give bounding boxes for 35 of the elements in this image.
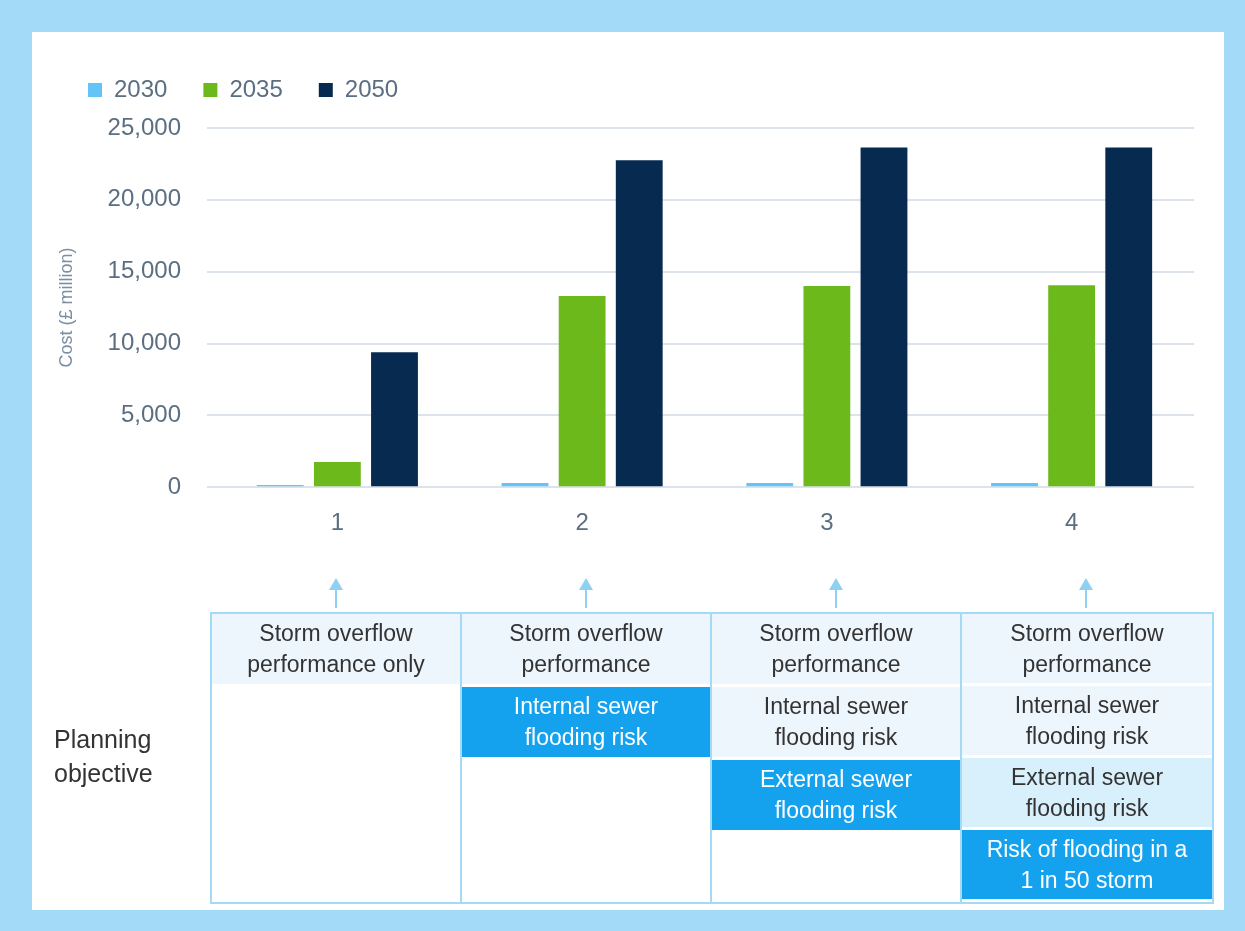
bar [803,286,851,487]
text: Storm overflow performance [962,614,1212,683]
text: Internal sewer flooding risk [962,686,1212,755]
text: Risk of flooding in a 1 in 50 storm [962,830,1212,899]
bar [558,296,606,487]
bar [746,482,794,487]
text: Internal sewer flooding risk [712,687,960,757]
legend-label: 2035 [229,74,283,102]
y-tick-label: 20,000 [107,184,182,212]
y-axis-title: Cost (£ million) [55,247,76,368]
bar [860,147,908,487]
legend-label: 2050 [344,74,399,102]
x-tick-label: 2 [575,508,589,536]
text: Storm overflow performance [712,614,960,684]
bar [371,352,418,487]
y-tick-label: 15,000 [107,256,182,284]
y-tick-label: 5,000 [120,399,182,427]
bar [991,482,1038,487]
text: External sewer flooding risk [712,760,960,830]
text: Internal sewer flooding risk [462,687,710,757]
y-tick-label: 25,000 [107,112,182,140]
text: External sewer flooding risk [962,758,1212,827]
bar [313,462,361,487]
text: Planning objective [53,724,154,789]
text: Storm overflow performance only [212,614,460,684]
text: Storm overflow performance [462,614,710,684]
y-tick-label: 10,000 [107,328,182,356]
bar [1105,147,1153,487]
bar [1048,285,1096,487]
x-tick-label: 1 [330,508,345,536]
x-tick-label: 3 [820,508,834,536]
x-tick-label: 4 [1064,508,1079,536]
bar [615,160,663,487]
y-tick-label: 0 [167,471,182,499]
legend-label: 2030 [114,74,168,102]
